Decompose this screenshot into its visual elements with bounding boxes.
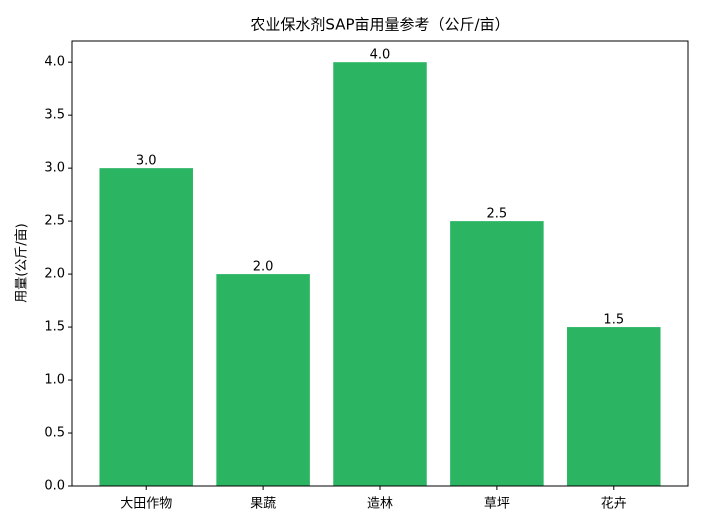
plot-frame bbox=[71, 40, 689, 487]
y-tick-label: 3.0 bbox=[44, 161, 65, 176]
bar bbox=[99, 168, 193, 486]
x-tick-label: 大田作物 bbox=[120, 497, 172, 512]
y-tick-label: 1.0 bbox=[44, 373, 65, 388]
y-tick-label: 4.0 bbox=[44, 55, 65, 70]
x-tick-label: 花卉 bbox=[601, 496, 627, 512]
chart-title: 农业保水剂SAP亩用量参考（公斤/亩） bbox=[250, 16, 509, 34]
bar bbox=[333, 62, 427, 486]
bar bbox=[216, 274, 310, 486]
y-tick-label: 1.5 bbox=[44, 320, 65, 335]
value-label: 2.0 bbox=[253, 260, 274, 275]
y-tick-label: 2.0 bbox=[44, 267, 65, 282]
value-label: 3.0 bbox=[136, 154, 157, 169]
y-tick-label: 3.5 bbox=[44, 108, 65, 123]
y-tick-label: 0.5 bbox=[44, 426, 65, 441]
value-label: 1.5 bbox=[603, 313, 624, 328]
y-tick-label: 2.5 bbox=[44, 214, 65, 229]
bar bbox=[567, 327, 661, 486]
x-tick-label: 果蔬 bbox=[250, 497, 276, 512]
x-tick-label: 造林 bbox=[367, 497, 393, 512]
y-axis-label: 用量(公斤/亩) bbox=[14, 223, 30, 303]
x-tick-label: 草坪 bbox=[484, 497, 510, 512]
value-label: 4.0 bbox=[370, 48, 391, 63]
y-tick-label: 0.0 bbox=[44, 479, 65, 494]
bar bbox=[450, 221, 544, 486]
value-label: 2.5 bbox=[487, 207, 508, 222]
